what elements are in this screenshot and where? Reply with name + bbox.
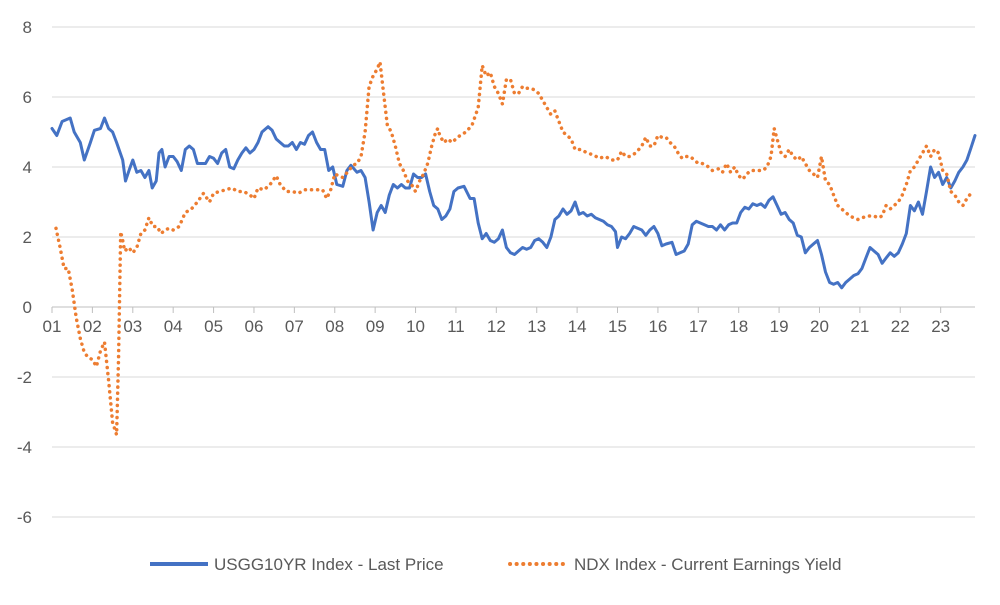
- x-tick-label: 20: [810, 317, 829, 336]
- x-tick-label: 18: [729, 317, 748, 336]
- y-tick-label: -6: [17, 508, 32, 527]
- x-tick-label: 16: [648, 317, 667, 336]
- x-tick-label: 15: [608, 317, 627, 336]
- gridlines: [52, 26, 975, 518]
- y-tick-label: -2: [17, 368, 32, 387]
- x-tick-label: 03: [123, 317, 142, 336]
- x-tick-label: 19: [770, 317, 789, 336]
- x-tick-label: 04: [164, 317, 183, 336]
- y-tick-label: -4: [17, 438, 32, 457]
- x-tick-label: 14: [568, 317, 587, 336]
- y-tick-label: 4: [23, 158, 32, 177]
- y-tick-label: 2: [23, 228, 32, 247]
- x-tick-label: 06: [245, 317, 264, 336]
- x-tick-label: 12: [487, 317, 506, 336]
- x-tick-label: 01: [43, 317, 62, 336]
- x-axis: 01 02 03 04 05 06 07 08 09 10 11 12 13 14 15 16 17 18 19 20…: [43, 306, 975, 336]
- x-tick-label: 17: [689, 317, 708, 336]
- y-tick-label: 0: [23, 298, 32, 317]
- x-tick-label: 21: [850, 317, 869, 336]
- legend: USGG10YR Index - Last Price NDX Index - …: [150, 555, 841, 574]
- x-tick-label: 09: [366, 317, 385, 336]
- x-tick-label: 05: [204, 317, 223, 336]
- x-tick-label: 13: [527, 317, 546, 336]
- series-line-usgg10yr: [50, 116, 977, 290]
- y-axis-ticks: -6 -4 -2 0 2 4 6 8: [17, 18, 32, 527]
- x-tick-label: 08: [325, 317, 344, 336]
- series-lines: [50, 60, 977, 437]
- x-tick-label: 23: [931, 317, 950, 336]
- y-tick-label: 8: [23, 18, 32, 37]
- series-line-ndx: [54, 60, 973, 437]
- y-tick-label: 6: [23, 88, 32, 107]
- x-tick-label: 11: [447, 317, 465, 336]
- legend-label-usgg10yr: USGG10YR Index - Last Price: [214, 555, 444, 574]
- x-tick-label: 02: [83, 317, 102, 336]
- x-tick-label: 10: [406, 317, 425, 336]
- x-tick-label: 07: [285, 317, 304, 336]
- legend-label-ndx: NDX Index - Current Earnings Yield: [574, 555, 841, 574]
- x-tick-label: 22: [891, 317, 910, 336]
